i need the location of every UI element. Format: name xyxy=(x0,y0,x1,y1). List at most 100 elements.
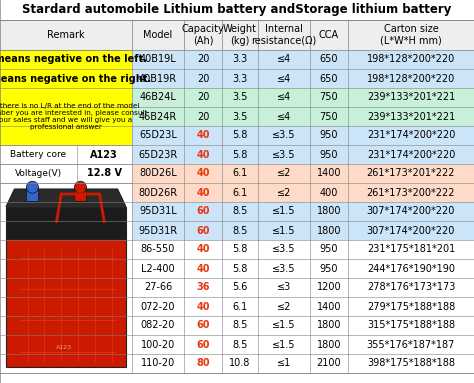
Text: A123: A123 xyxy=(91,149,118,159)
Text: L2-400: L2-400 xyxy=(141,264,175,273)
Bar xyxy=(132,145,474,164)
Text: 398*175*188*188: 398*175*188*188 xyxy=(367,358,455,368)
Bar xyxy=(0,145,132,164)
Text: L means negative on the left.: L means negative on the left. xyxy=(0,54,147,64)
Text: 1400: 1400 xyxy=(317,169,341,178)
Text: 80D26L: 80D26L xyxy=(139,169,177,178)
Text: 1800: 1800 xyxy=(317,339,341,350)
Bar xyxy=(132,240,474,259)
Text: 261*173*200*222: 261*173*200*222 xyxy=(367,188,455,198)
Text: 20: 20 xyxy=(197,111,209,121)
Text: 10.8: 10.8 xyxy=(229,358,251,368)
Text: A123: A123 xyxy=(55,345,72,350)
Bar xyxy=(132,69,474,88)
Text: 1200: 1200 xyxy=(317,283,341,293)
Text: ≤1.5: ≤1.5 xyxy=(272,339,296,350)
Text: 239*133*201*221: 239*133*201*221 xyxy=(367,111,455,121)
Bar xyxy=(132,183,474,202)
Text: 315*175*188*188: 315*175*188*188 xyxy=(367,321,455,331)
Text: 1400: 1400 xyxy=(317,301,341,311)
Text: 60: 60 xyxy=(196,339,210,350)
Text: ≤1.5: ≤1.5 xyxy=(272,226,296,236)
Text: ≤4: ≤4 xyxy=(277,111,291,121)
Bar xyxy=(132,278,474,297)
Bar xyxy=(132,88,474,107)
Text: 40B19L: 40B19L xyxy=(140,54,176,64)
Text: 5.6: 5.6 xyxy=(232,283,248,293)
Text: 231*175*181*201: 231*175*181*201 xyxy=(367,244,455,254)
Text: 40: 40 xyxy=(196,301,210,311)
Text: 8.5: 8.5 xyxy=(232,321,248,331)
Text: 60: 60 xyxy=(196,226,210,236)
Text: 3.3: 3.3 xyxy=(232,54,247,64)
Bar xyxy=(132,335,474,354)
Text: 231*174*200*220: 231*174*200*220 xyxy=(367,149,455,159)
Text: 3.5: 3.5 xyxy=(232,111,248,121)
Text: ≤3.5: ≤3.5 xyxy=(272,149,296,159)
Text: 80: 80 xyxy=(196,358,210,368)
Text: 6.1: 6.1 xyxy=(232,301,247,311)
Text: 100-20: 100-20 xyxy=(141,339,175,350)
Text: 355*176*187*187: 355*176*187*187 xyxy=(367,339,455,350)
Text: 36: 36 xyxy=(196,283,210,293)
Text: 110-20: 110-20 xyxy=(141,358,175,368)
Text: 400: 400 xyxy=(320,188,338,198)
Text: 198*128*200*220: 198*128*200*220 xyxy=(367,54,455,64)
Text: 307*174*200*220: 307*174*200*220 xyxy=(367,226,455,236)
Bar xyxy=(132,126,474,145)
Bar xyxy=(132,316,474,335)
Bar xyxy=(132,221,474,240)
Text: ≤1: ≤1 xyxy=(277,358,291,368)
Text: ≤3: ≤3 xyxy=(277,283,291,293)
Text: 650: 650 xyxy=(320,54,338,64)
Polygon shape xyxy=(6,189,126,207)
Bar xyxy=(132,107,474,126)
Text: 20: 20 xyxy=(197,93,209,103)
Text: ≤4: ≤4 xyxy=(277,93,291,103)
Text: 40: 40 xyxy=(196,264,210,273)
Bar xyxy=(0,20,474,50)
Text: 307*174*200*220: 307*174*200*220 xyxy=(367,206,455,216)
Bar xyxy=(0,164,132,183)
Bar xyxy=(132,164,474,183)
Text: ≤3.5: ≤3.5 xyxy=(272,131,296,141)
Text: 072-20: 072-20 xyxy=(141,301,175,311)
Text: 1800: 1800 xyxy=(317,226,341,236)
Text: Internal
resistance(Ω): Internal resistance(Ω) xyxy=(251,24,317,46)
Text: 950: 950 xyxy=(320,131,338,141)
Text: 46B24R: 46B24R xyxy=(139,111,177,121)
Text: 6.1: 6.1 xyxy=(232,169,247,178)
Text: Remark: Remark xyxy=(47,30,85,40)
Circle shape xyxy=(74,181,86,193)
Text: 244*176*190*190: 244*176*190*190 xyxy=(367,264,455,273)
Bar xyxy=(74,187,86,201)
Text: 40: 40 xyxy=(196,169,210,178)
Text: R means negative on the right.: R means negative on the right. xyxy=(0,74,152,83)
Bar xyxy=(0,183,132,373)
Text: 20: 20 xyxy=(197,74,209,83)
Text: 750: 750 xyxy=(319,111,338,121)
Bar xyxy=(6,239,126,367)
Text: 40B19R: 40B19R xyxy=(139,74,177,83)
Text: 279*175*188*188: 279*175*188*188 xyxy=(367,301,455,311)
Text: 40: 40 xyxy=(196,131,210,141)
Text: ≤3.5: ≤3.5 xyxy=(272,264,296,273)
Text: 3.5: 3.5 xyxy=(232,93,248,103)
Bar xyxy=(6,207,126,239)
Text: 40: 40 xyxy=(196,149,210,159)
Text: ≤2: ≤2 xyxy=(277,188,291,198)
Text: 40: 40 xyxy=(196,244,210,254)
Text: 5.8: 5.8 xyxy=(232,264,248,273)
Text: 8.5: 8.5 xyxy=(232,226,248,236)
Text: ≤4: ≤4 xyxy=(277,74,291,83)
Text: 86-550: 86-550 xyxy=(141,244,175,254)
Text: Stardard automobile Lithium battery andStorage lithium battery: Stardard automobile Lithium battery andS… xyxy=(22,3,452,16)
Text: 40: 40 xyxy=(196,188,210,198)
Text: 278*176*173*173: 278*176*173*173 xyxy=(367,283,455,293)
Circle shape xyxy=(27,181,38,193)
Text: 950: 950 xyxy=(320,264,338,273)
Text: 20: 20 xyxy=(197,54,209,64)
Text: 5.8: 5.8 xyxy=(232,244,248,254)
Text: Weight
(kg): Weight (kg) xyxy=(223,24,257,46)
Text: CCA: CCA xyxy=(319,30,339,40)
